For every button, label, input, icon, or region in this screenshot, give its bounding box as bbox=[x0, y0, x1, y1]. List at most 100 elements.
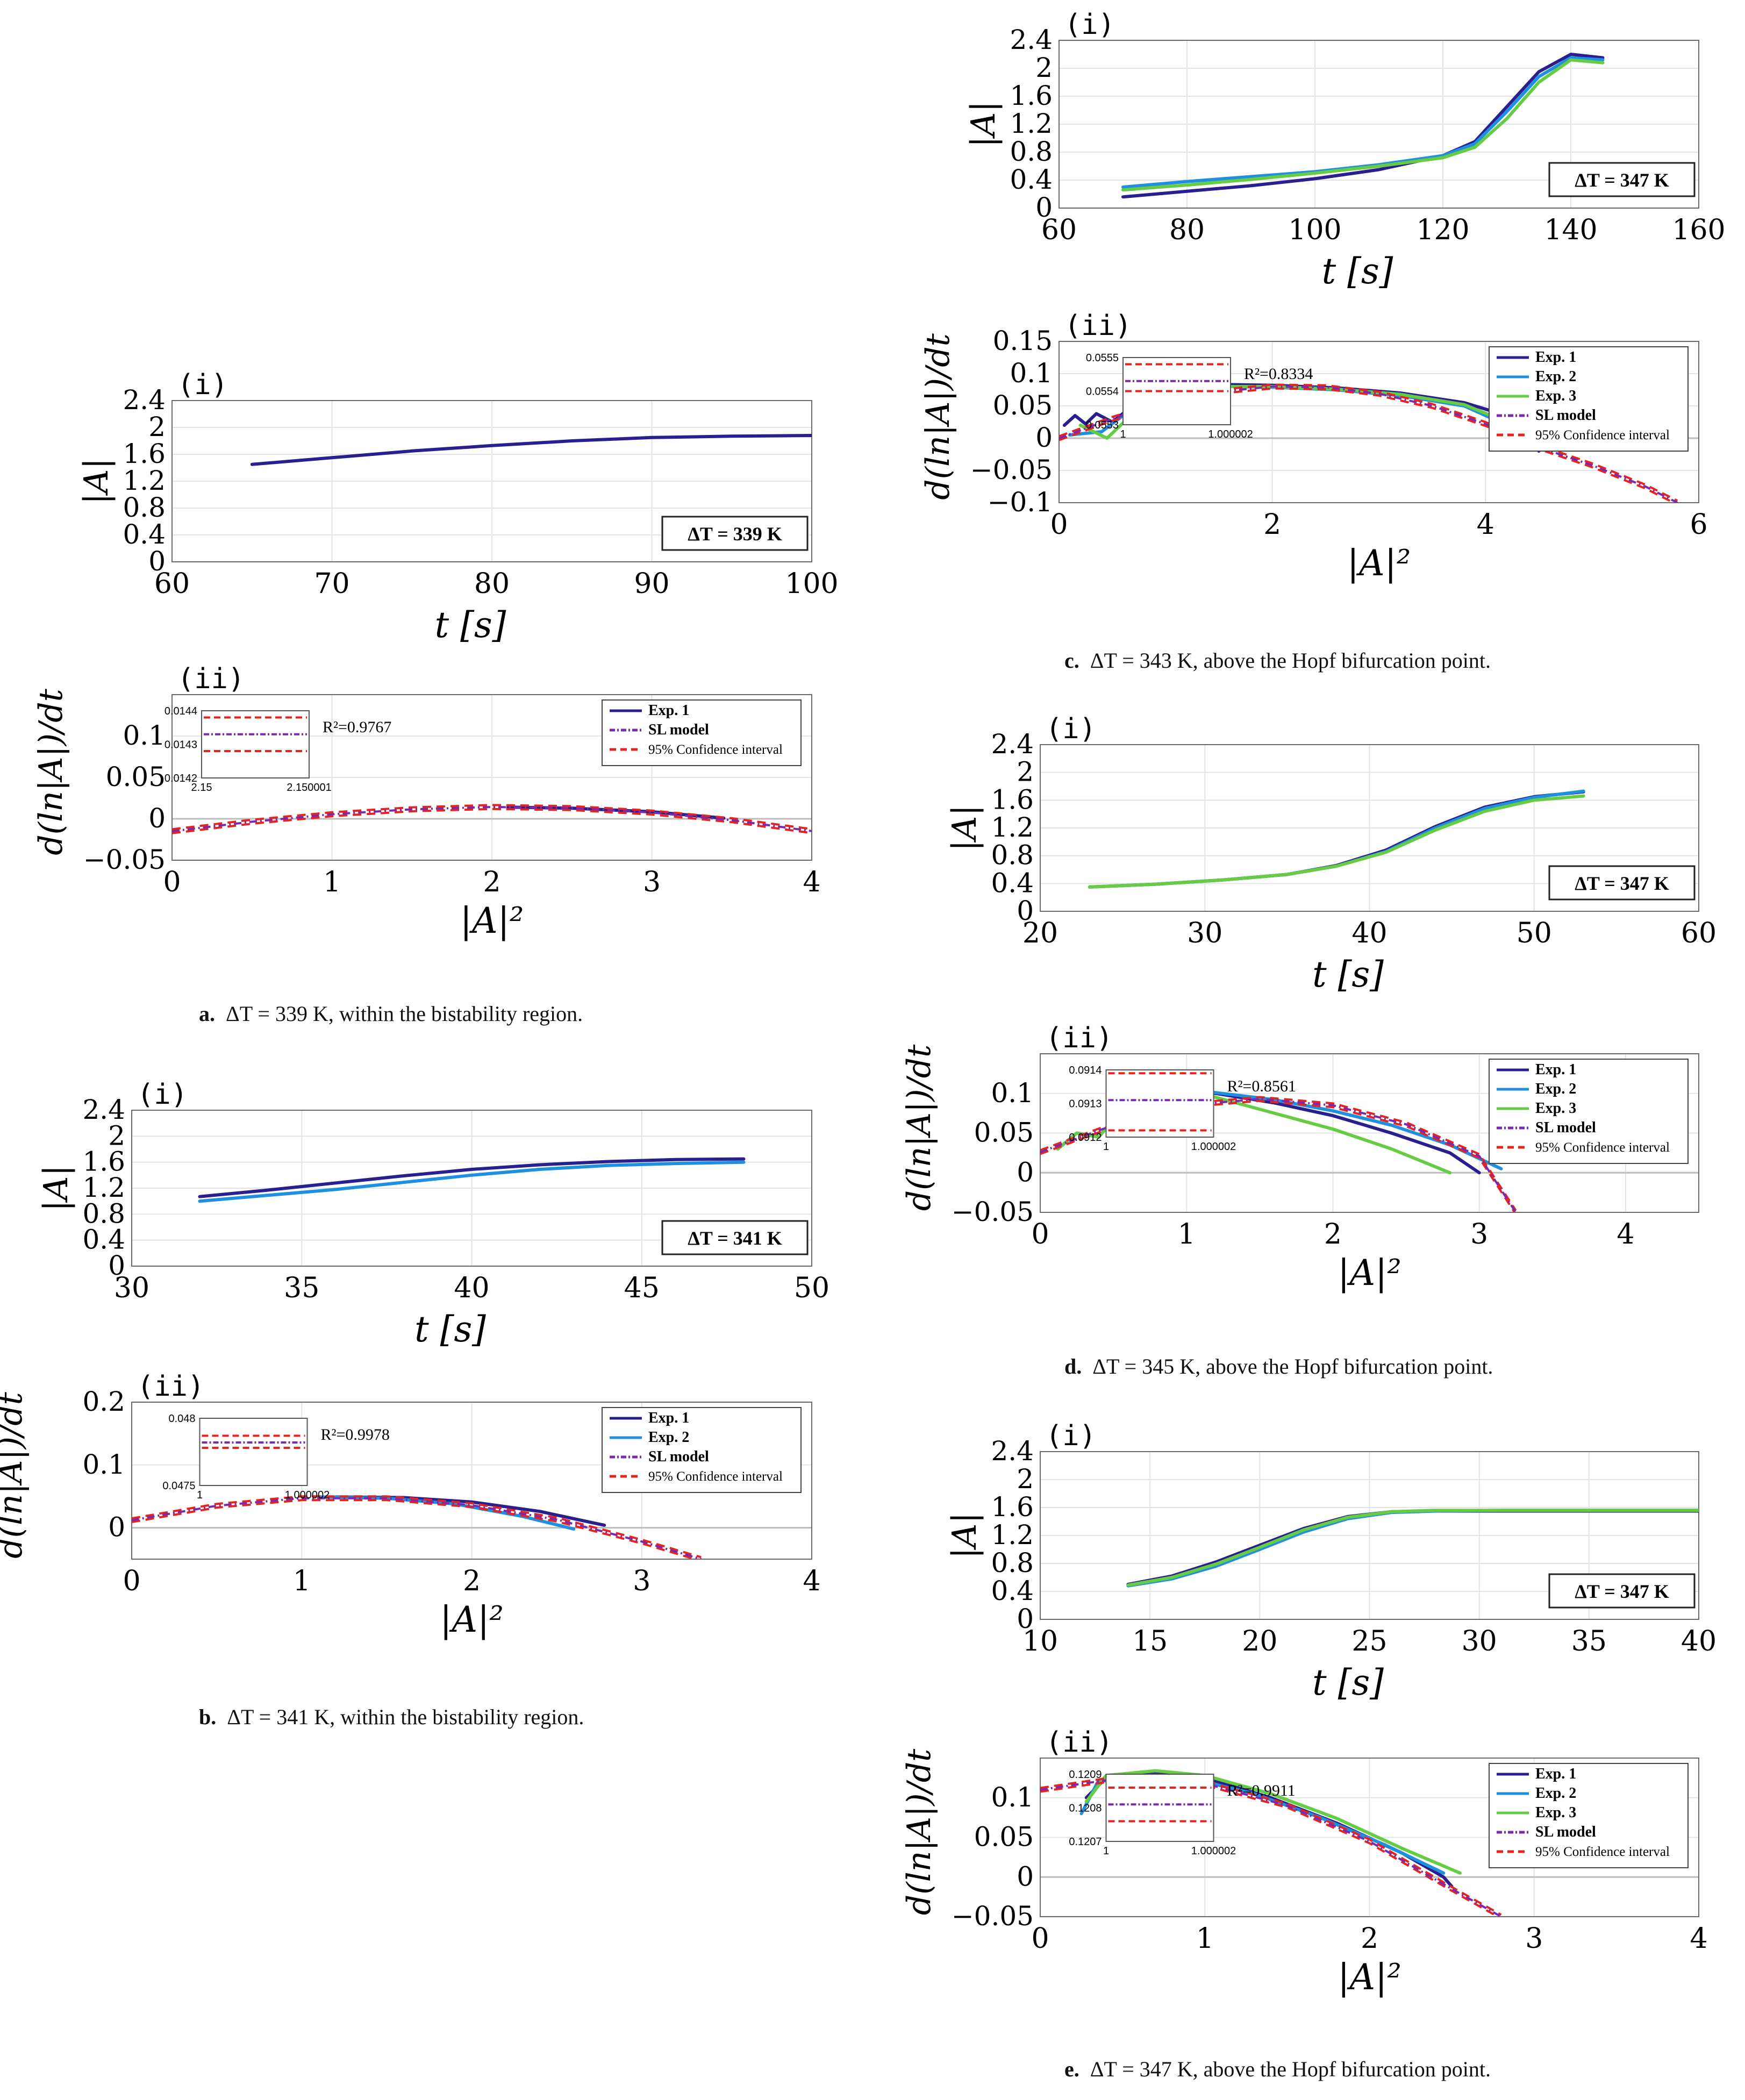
series-group bbox=[1126, 1509, 1699, 1588]
y-tick-label: 1.2 bbox=[123, 465, 166, 496]
x-tick-label: 0 bbox=[123, 1565, 140, 1597]
y-tick-label: 0.15 bbox=[993, 325, 1053, 356]
y-tick-label: 0.05 bbox=[974, 1822, 1034, 1853]
inset-x-tick: 1.000002 bbox=[1208, 428, 1253, 440]
y-tick-label: 0.8 bbox=[991, 840, 1034, 871]
x-tick-label: 100 bbox=[785, 568, 838, 600]
delta-t-box bbox=[1548, 865, 1696, 901]
x-tick-label: 3 bbox=[643, 866, 661, 898]
x-tick-label: 140 bbox=[1544, 214, 1597, 246]
inset-y-tick: 0.048 bbox=[168, 1413, 195, 1425]
y-tick-label: 2.4 bbox=[1010, 24, 1053, 55]
inset-y-tick: 0.0913 bbox=[1069, 1098, 1102, 1110]
legend-entry: SL model bbox=[648, 722, 709, 738]
x-tick-label: 1 bbox=[1178, 1218, 1196, 1251]
y-tick-label: 0.8 bbox=[1010, 136, 1053, 167]
y-tick-label: 2.4 bbox=[991, 1435, 1034, 1467]
inset-plot: 0.0912 0.0913 0.0914 1 1.000002 bbox=[1069, 1065, 1236, 1153]
y-tick-label: 0.05 bbox=[993, 390, 1053, 421]
plot-frame bbox=[171, 400, 812, 562]
y-axis-label: |A| bbox=[945, 805, 984, 852]
inset-y-tick: 0.1207 bbox=[1069, 1836, 1102, 1848]
y-tick-label: 1.6 bbox=[991, 784, 1034, 815]
r-squared-label: R²=0.9767 bbox=[323, 718, 391, 736]
delta-t-box bbox=[1548, 1573, 1696, 1609]
x-axis-label: t [s] bbox=[1312, 954, 1384, 995]
y-tick-label: 0 bbox=[108, 1250, 125, 1281]
y-tick-label: 2.4 bbox=[123, 384, 166, 416]
inset-x-tick: 1.000002 bbox=[285, 1489, 330, 1501]
inset-y-tick: 0.0554 bbox=[1086, 386, 1119, 398]
y-axis-label: d(ln|A|)/dt bbox=[0, 1391, 30, 1558]
plot-frame bbox=[171, 694, 812, 861]
inset-plot: 0.1207 0.1208 0.1209 1 1.000002 bbox=[1069, 1769, 1236, 1857]
x-tick-label: 30 bbox=[1187, 917, 1222, 949]
legend-entry: Exp. 2 bbox=[1535, 1081, 1576, 1097]
panel-label: (i) bbox=[1046, 1420, 1096, 1452]
y-tick-label: −0.05 bbox=[952, 1196, 1034, 1227]
y-tick-label: 0.8 bbox=[991, 1547, 1034, 1578]
chart-a-i: 60 70 80 90 100 00.40.81.21.622.4 (i) t [s] |A| Δ… bbox=[76, 369, 839, 646]
y-tick-label: 0 bbox=[1017, 1861, 1034, 1892]
y-tick-label: 0.05 bbox=[974, 1117, 1034, 1148]
y-tick-label: 0.1 bbox=[123, 720, 166, 751]
legend-entry: Exp. 3 bbox=[1535, 1100, 1576, 1117]
y-tick-label: 0.1 bbox=[991, 1077, 1034, 1109]
panel-label: (ii) bbox=[177, 663, 245, 695]
legend-entry: Exp. 1 bbox=[648, 702, 689, 719]
chart-c-i: 60 80 100 120 140 160 00.40.81.21.622.4 (i) t [s… bbox=[963, 9, 1726, 292]
y-tick-label: 0.8 bbox=[123, 492, 166, 523]
x-axis-label: |A|² bbox=[460, 900, 524, 941]
caption-c: c. ΔT = 343 K, above the Hopf bifurcatio… bbox=[1064, 648, 1491, 673]
y-tick-label: 0.1 bbox=[1010, 358, 1053, 389]
inset-y-tick: 0.0912 bbox=[1069, 1132, 1102, 1144]
x-tick-label: 45 bbox=[624, 1272, 660, 1304]
x-tick-label: 2 bbox=[483, 866, 500, 898]
inset-y-tick: 0.0143 bbox=[165, 739, 197, 751]
series-line-exp-3 bbox=[1121, 58, 1605, 192]
y-tick-label: 1.2 bbox=[82, 1172, 125, 1203]
series-group bbox=[250, 434, 812, 466]
x-tick-label: 40 bbox=[1681, 1625, 1717, 1658]
sl-model-line bbox=[132, 1497, 702, 1559]
x-tick-label: 160 bbox=[1672, 214, 1725, 246]
y-tick-label: 0.1 bbox=[991, 1782, 1034, 1813]
x-tick-label: 60 bbox=[1681, 917, 1717, 949]
y-tick-label: 0 bbox=[148, 546, 166, 577]
x-tick-label: 90 bbox=[634, 568, 669, 600]
panel-label: (i) bbox=[137, 1078, 188, 1111]
inset-x-tick: 1.000002 bbox=[1191, 1141, 1236, 1153]
legend-entry: SL model bbox=[1535, 1119, 1596, 1136]
inset-plot: 0.0475 0.048 1 1.000002 bbox=[162, 1413, 330, 1501]
y-tick-label: 0 bbox=[148, 803, 166, 834]
delta-t-label: ΔT = 341 K bbox=[688, 1227, 782, 1249]
legend-entry: Exp. 1 bbox=[1535, 1061, 1576, 1078]
inset-y-tick: 0.0144 bbox=[165, 705, 197, 717]
x-tick-label: 1 bbox=[1196, 1923, 1214, 1955]
panel-label: (i) bbox=[1046, 713, 1096, 745]
x-tick-label: 25 bbox=[1351, 1625, 1387, 1658]
delta-t-label: ΔT = 347 K bbox=[1575, 873, 1669, 894]
panel-label: (i) bbox=[177, 369, 228, 401]
x-tick-label: 3 bbox=[633, 1565, 650, 1597]
inset-x-tick: 1 bbox=[1120, 428, 1126, 440]
caption-e: e. ΔT = 347 K, above the Hopf bifurcatio… bbox=[1064, 2057, 1491, 2081]
y-tick-label: 2 bbox=[108, 1120, 125, 1151]
x-tick-label: 40 bbox=[454, 1272, 489, 1304]
y-tick-label: 0.8 bbox=[82, 1198, 125, 1229]
y-tick-label: −0.05 bbox=[83, 844, 166, 875]
x-tick-label: 0 bbox=[1031, 1923, 1049, 1955]
plot-frame bbox=[1040, 1053, 1699, 1213]
legend-entry: Exp. 1 bbox=[1535, 349, 1576, 366]
x-axis-label: t [s] bbox=[435, 604, 506, 646]
inset-frame bbox=[1105, 1069, 1214, 1138]
legend-entry: Exp. 1 bbox=[648, 1410, 689, 1426]
plot-frame bbox=[131, 1402, 812, 1560]
delta-t-box bbox=[661, 516, 809, 551]
legend-entry: 95% Confidence interval bbox=[1535, 428, 1670, 442]
x-tick-label: 4 bbox=[1690, 1923, 1707, 1955]
plot-frame bbox=[1040, 1758, 1699, 1917]
x-tick-label: 80 bbox=[1169, 214, 1205, 246]
x-tick-label: 1 bbox=[293, 1565, 311, 1597]
